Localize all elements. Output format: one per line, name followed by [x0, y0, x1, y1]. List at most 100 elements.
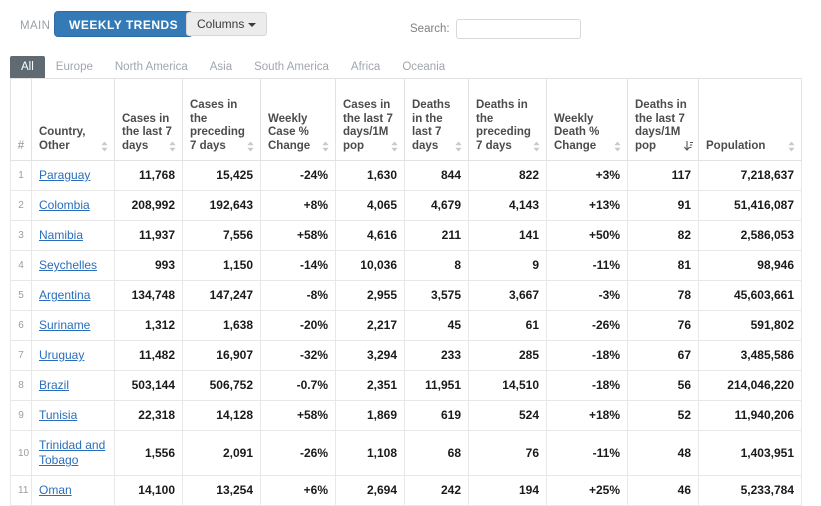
table-row: 2 Colombia 208,992 192,643 +8% 4,065 4,679 4,14…	[10, 190, 802, 221]
country-link[interactable]: Trinidad and Tobago	[39, 438, 106, 467]
row-index: 11	[10, 475, 32, 506]
cell-d7m: 56	[627, 370, 699, 401]
row-index: 8	[10, 370, 32, 401]
cell-c7m: 2,955	[335, 280, 405, 311]
country-link[interactable]: Argentina	[39, 288, 91, 302]
columns-button-label: Columns	[197, 17, 245, 31]
country-link[interactable]: Colombia	[39, 198, 90, 212]
sort-both-icon	[322, 141, 329, 152]
column-header-dpc[interactable]: Weekly Death % Change	[546, 78, 628, 161]
column-header-idx[interactable]: #	[10, 78, 32, 161]
table-row: 3 Namibia 11,937 7,556 +58% 4,616 211 141 +50% 82…	[10, 220, 802, 251]
cell-dp7: 3,667	[468, 280, 547, 311]
country-link[interactable]: Namibia	[39, 228, 84, 242]
country-link[interactable]: Suriname	[39, 318, 91, 332]
cell-cpc: -0.7%	[260, 370, 336, 401]
column-header-c7m[interactable]: Cases in the last 7 days/1M pop	[335, 78, 405, 161]
country-link[interactable]: Uruguay	[39, 348, 85, 362]
cell-dpc: +18%	[546, 400, 628, 431]
cell-dpc: -26%	[546, 310, 628, 341]
country-cell: Oman	[31, 475, 115, 506]
country-cell: Colombia	[31, 190, 115, 221]
country-cell: Argentina	[31, 280, 115, 311]
column-header-pop[interactable]: Population	[698, 78, 802, 161]
region-tab-africa[interactable]: Africa	[350, 61, 381, 73]
row-index: 4	[10, 250, 32, 281]
cell-dpc: -11%	[546, 250, 628, 281]
country-link[interactable]: Paraguay	[39, 168, 91, 182]
country-link[interactable]: Brazil	[39, 378, 70, 392]
region-tab-oceania[interactable]: Oceania	[402, 61, 446, 73]
sort-both-icon	[101, 141, 108, 152]
chevron-down-icon	[248, 22, 257, 27]
cell-d7m: 46	[627, 475, 699, 506]
column-header-label-idx: #	[17, 139, 25, 152]
cell-dp7: 141	[468, 220, 547, 251]
cell-dpc: +13%	[546, 190, 628, 221]
cell-d7m: 52	[627, 400, 699, 431]
cell-c7: 208,992	[114, 190, 183, 221]
table-head: # Country, Other Cases in the last 7 days C…	[10, 78, 802, 161]
country-link[interactable]: Seychelles	[39, 258, 98, 272]
cell-pop: 3,485,586	[698, 340, 802, 371]
cell-cpc: -26%	[260, 430, 336, 476]
column-header-d7[interactable]: Deaths in the last 7 days	[404, 78, 469, 161]
cell-cp7: 13,254	[182, 475, 261, 506]
sort-desc-icon	[684, 141, 693, 151]
region-tab-europe[interactable]: Europe	[55, 61, 93, 73]
column-header-cp7[interactable]: Cases in the preceding 7 days	[182, 78, 261, 161]
cell-c7: 134,748	[114, 280, 183, 311]
column-header-ctry[interactable]: Country, Other	[31, 78, 115, 161]
country-cell: Trinidad and Tobago	[31, 430, 115, 476]
cell-cp7: 1,638	[182, 310, 261, 341]
cell-c7m: 2,694	[335, 475, 405, 506]
cell-cpc: -32%	[260, 340, 336, 371]
region-tab-south-america[interactable]: South America	[254, 61, 329, 73]
cell-cpc: -8%	[260, 280, 336, 311]
region-tab-asia[interactable]: Asia	[209, 61, 233, 73]
cell-c7m: 10,036	[335, 250, 405, 281]
cell-d7: 3,575	[404, 280, 469, 311]
column-header-c7[interactable]: Cases in the last 7 days	[114, 78, 183, 161]
country-cell: Seychelles	[31, 250, 115, 281]
cell-dpc: -18%	[546, 370, 628, 401]
row-index: 3	[10, 220, 32, 251]
table-row: 10 Trinidad and Tobago 1,556 2,091 -26% 1,108…	[10, 430, 802, 476]
sort-both-icon	[247, 141, 254, 152]
cell-cpc: -14%	[260, 250, 336, 281]
region-tab-north-america[interactable]: North America	[114, 61, 188, 73]
column-header-dp7[interactable]: Deaths in the preceding 7 days	[468, 78, 547, 161]
row-index: 10	[10, 430, 32, 476]
tab-main[interactable]: MAIN	[20, 20, 51, 32]
cell-c7m: 3,294	[335, 340, 405, 371]
country-link[interactable]: Oman	[39, 483, 72, 497]
table-row: 11 Oman 14,100 13,254 +6% 2,694 242 194 +25% 46 5,…	[10, 475, 802, 506]
cell-d7: 68	[404, 430, 469, 476]
column-header-cpc[interactable]: Weekly Case % Change	[260, 78, 336, 161]
cell-d7m: 82	[627, 220, 699, 251]
cell-pop: 5,233,784	[698, 475, 802, 506]
cell-d7m: 48	[627, 430, 699, 476]
column-header-label-pop: Population	[706, 139, 766, 152]
cell-d7m: 117	[627, 160, 699, 191]
cell-d7m: 91	[627, 190, 699, 221]
search-input[interactable]	[455, 19, 581, 39]
row-index: 7	[10, 340, 32, 371]
country-link[interactable]: Tunisia	[39, 408, 78, 422]
cell-d7m: 76	[627, 310, 699, 341]
cell-cpc: +8%	[260, 190, 336, 221]
cell-c7: 11,768	[114, 160, 183, 191]
cell-pop: 7,218,637	[698, 160, 802, 191]
sort-both-icon	[169, 141, 176, 152]
cell-d7: 844	[404, 160, 469, 191]
search-area: Search:	[410, 19, 581, 39]
region-tab-all[interactable]: All	[10, 56, 45, 78]
cell-d7m: 81	[627, 250, 699, 281]
table-row: 1 Paraguay 11,768 15,425 -24% 1,630 844 822 +3% 1…	[10, 160, 802, 191]
columns-dropdown-button[interactable]: Columns	[186, 12, 268, 36]
cell-dp7: 194	[468, 475, 547, 506]
tab-weekly-trends[interactable]: WEEKLY TRENDS	[54, 11, 194, 37]
search-label: Search:	[410, 23, 450, 35]
column-header-d7m[interactable]: Deaths in the last 7 days/1M pop	[627, 78, 699, 161]
cell-dpc: +50%	[546, 220, 628, 251]
